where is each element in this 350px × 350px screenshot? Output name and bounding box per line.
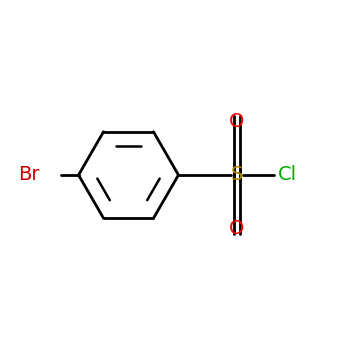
Text: O: O (229, 112, 245, 131)
Text: O: O (229, 219, 245, 238)
Text: Cl: Cl (278, 166, 298, 184)
Text: Br: Br (19, 166, 40, 184)
Text: S: S (231, 166, 243, 184)
